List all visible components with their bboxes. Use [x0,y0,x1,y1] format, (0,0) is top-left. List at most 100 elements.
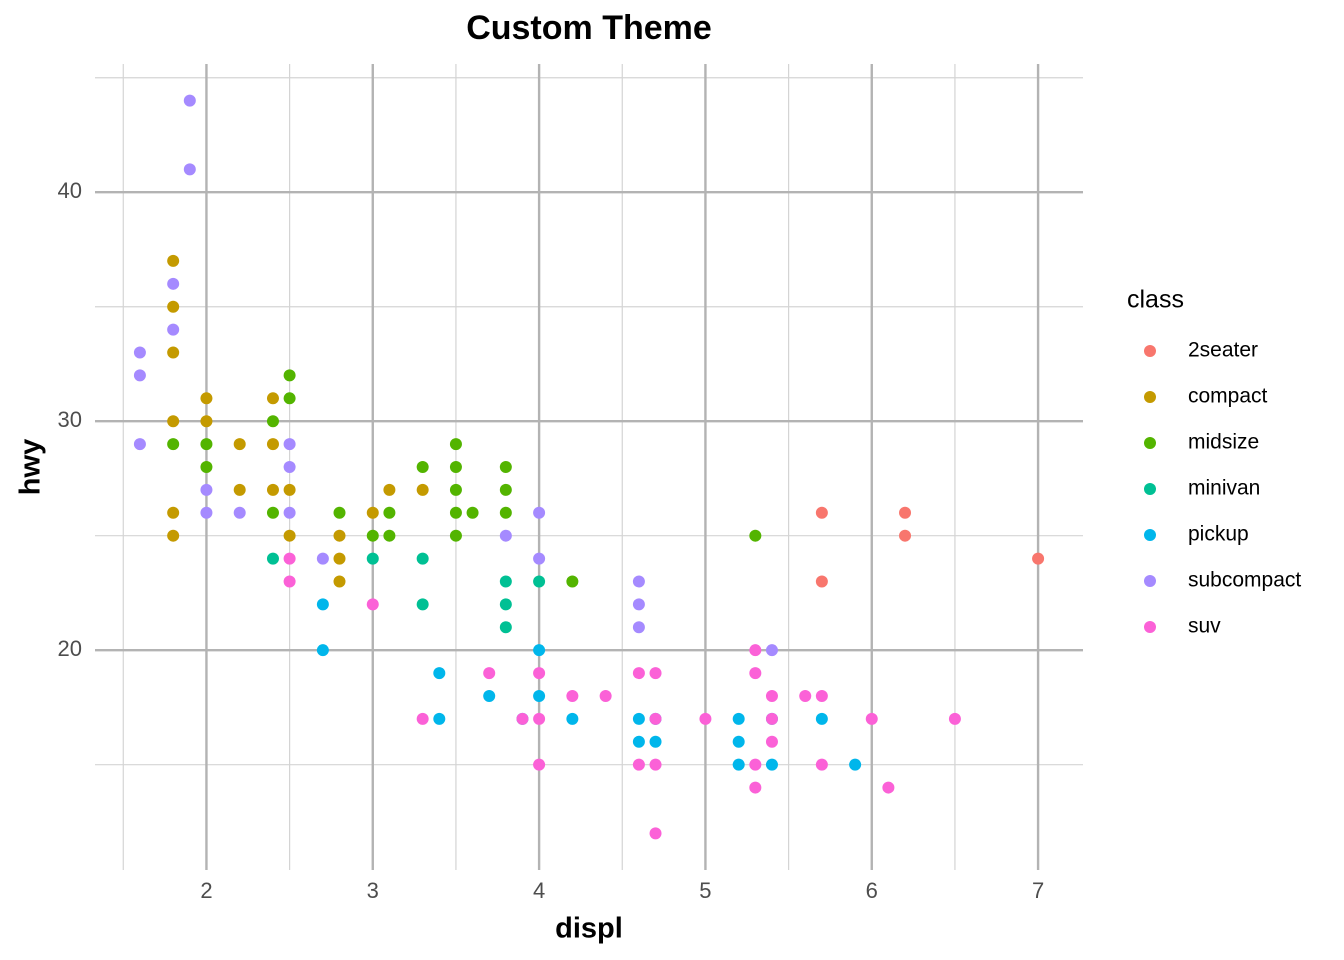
point [632,712,645,725]
point [266,438,279,451]
point [815,506,828,519]
point [167,346,180,359]
point [749,781,762,794]
point [266,552,279,565]
point [732,735,745,748]
point [499,483,512,496]
point [632,735,645,748]
point [765,689,778,702]
point [449,461,462,473]
point [200,392,213,405]
point [283,438,296,451]
point [649,735,662,748]
point [1032,552,1045,565]
point [183,163,196,176]
point [849,758,862,771]
legend-key [1144,621,1156,633]
point [266,483,279,496]
point [516,712,529,725]
point [167,300,180,313]
point [200,461,213,473]
point [200,483,213,496]
point [899,529,912,542]
point [815,575,828,588]
point [865,712,878,725]
point [449,529,462,542]
point [333,506,346,519]
point [283,529,296,542]
point [383,506,396,519]
point [283,483,296,496]
point [333,529,346,542]
point [533,552,546,565]
point [699,712,712,725]
point [632,598,645,611]
point [599,689,612,702]
x-tick-label: 3 [367,878,379,903]
point [749,758,762,771]
point [566,689,579,702]
legend-title: class [1127,286,1184,314]
point [499,529,512,542]
legend-key [1144,483,1156,495]
chart-title: Custom Theme [466,9,712,47]
point [499,598,512,611]
x-tick-label: 7 [1032,878,1044,903]
point [749,667,762,680]
point [333,575,346,588]
legend-key [1144,345,1156,357]
point [383,529,396,542]
point [483,667,496,680]
point [433,667,446,680]
point [566,575,579,588]
point [167,529,180,542]
point [283,369,296,382]
point [167,277,180,290]
point [632,575,645,588]
point [283,575,296,588]
point [167,506,180,519]
point [416,598,429,611]
point [632,621,645,634]
point [167,415,180,428]
x-axis-label: displ [555,913,623,945]
point [815,758,828,771]
x-tick-label: 2 [200,878,212,903]
point [449,506,462,519]
point [948,712,961,725]
point [799,689,812,702]
point [749,644,762,657]
point [899,506,912,519]
point [533,758,546,771]
point [499,461,512,473]
point [499,506,512,519]
point [200,438,213,451]
y-tick-label: 30 [58,407,82,432]
point [167,438,180,451]
point [632,758,645,771]
point [366,529,379,542]
point [416,483,429,496]
point [333,552,346,565]
point [266,506,279,519]
point [649,712,662,725]
point [533,506,546,519]
x-tick-label: 4 [533,878,545,903]
legend-label: suv [1188,615,1221,638]
legend-label: 2seater [1188,339,1258,362]
point [765,735,778,748]
point [499,621,512,634]
point [765,644,778,657]
point [233,438,246,451]
point [566,712,579,725]
legend-label: minivan [1188,477,1260,500]
point [533,712,546,725]
legend-label: compact [1188,385,1268,408]
point [765,712,778,725]
point [882,781,895,794]
legend-label: subcompact [1188,569,1301,592]
x-tick-label: 6 [866,878,878,903]
point [316,552,329,565]
x-tick-label: 5 [699,878,711,903]
